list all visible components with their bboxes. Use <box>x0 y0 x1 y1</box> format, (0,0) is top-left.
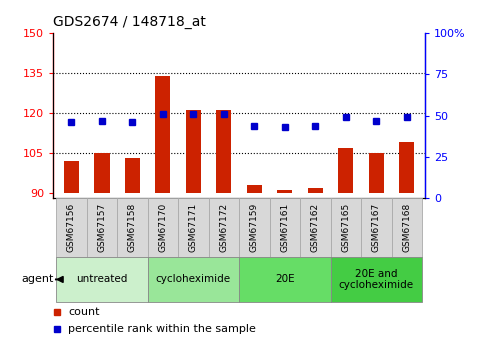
Text: 20E and
cycloheximide: 20E and cycloheximide <box>339 269 414 290</box>
Bar <box>308 188 323 193</box>
Bar <box>330 198 361 257</box>
Bar <box>56 257 148 302</box>
Bar <box>399 142 414 193</box>
Text: GSM67157: GSM67157 <box>98 203 106 252</box>
Bar <box>155 76 170 193</box>
Bar <box>178 198 209 257</box>
Bar <box>186 110 201 193</box>
Bar <box>148 257 239 302</box>
Bar <box>148 198 178 257</box>
Bar <box>361 198 392 257</box>
Text: agent: agent <box>21 275 54 284</box>
Text: 20E: 20E <box>275 275 295 284</box>
Bar <box>86 198 117 257</box>
Text: GDS2674 / 148718_at: GDS2674 / 148718_at <box>53 15 206 29</box>
Text: GSM67159: GSM67159 <box>250 203 259 252</box>
Text: untreated: untreated <box>76 275 128 284</box>
Bar <box>56 198 86 257</box>
Text: cycloheximide: cycloheximide <box>156 275 231 284</box>
Bar <box>216 110 231 193</box>
Bar <box>369 153 384 193</box>
Bar <box>209 198 239 257</box>
Text: count: count <box>68 307 99 317</box>
Bar <box>239 198 270 257</box>
Text: GSM67158: GSM67158 <box>128 203 137 252</box>
Text: GSM67167: GSM67167 <box>372 203 381 252</box>
Text: GSM67170: GSM67170 <box>158 203 168 252</box>
Bar <box>277 190 292 193</box>
Bar <box>392 198 422 257</box>
Text: GSM67165: GSM67165 <box>341 203 350 252</box>
Text: percentile rank within the sample: percentile rank within the sample <box>68 325 256 334</box>
Bar <box>64 161 79 193</box>
Bar <box>94 153 110 193</box>
Bar <box>330 257 422 302</box>
Text: GSM67168: GSM67168 <box>402 203 411 252</box>
Text: GSM67171: GSM67171 <box>189 203 198 252</box>
Bar <box>300 198 330 257</box>
Bar <box>117 198 148 257</box>
Text: GSM67161: GSM67161 <box>280 203 289 252</box>
Text: GSM67162: GSM67162 <box>311 203 320 252</box>
Bar <box>338 148 354 193</box>
Bar <box>125 158 140 193</box>
Text: GSM67156: GSM67156 <box>67 203 76 252</box>
Bar <box>247 185 262 193</box>
Text: GSM67172: GSM67172 <box>219 203 228 252</box>
Bar <box>270 198 300 257</box>
Bar <box>239 257 330 302</box>
